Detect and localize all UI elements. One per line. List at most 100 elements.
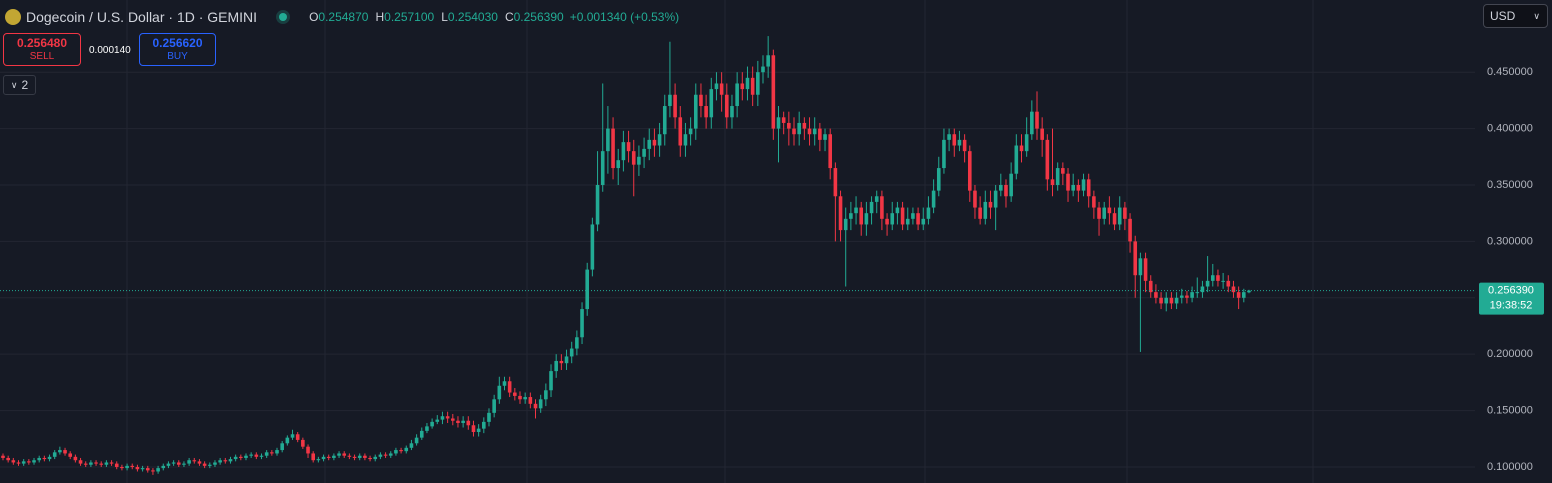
candle-body [368,457,372,460]
candle-body [414,437,419,444]
candle-body [1195,292,1200,294]
candle-body [895,207,900,214]
candle-body [326,456,331,458]
candle-body [476,428,481,433]
currency-select[interactable]: USD ∨ [1483,4,1548,28]
candle-body [16,462,21,464]
candle-body [192,460,197,462]
candle-body [590,224,595,270]
candle-body [1,455,5,458]
candle-body [42,457,47,460]
candle-body [647,139,652,149]
candle-body [1200,286,1205,293]
candle-body [926,207,931,219]
candle-body [662,106,667,135]
candle-body [838,196,843,231]
candle-body [1071,184,1075,191]
ohlc-key: L [441,10,448,24]
sell-button[interactable]: 0.256480 SELL [3,33,81,66]
candle-body [492,399,496,413]
candle-body [482,421,486,429]
candle-body [347,455,352,457]
candle-body [1019,145,1024,152]
candle-body [936,168,941,191]
candle-body [130,465,135,467]
market-status [279,13,288,21]
candle-body [197,461,202,464]
candle-body [399,450,403,452]
candle-body [404,447,409,452]
indicators-toggle[interactable]: ∨ 2 [3,75,36,95]
candle-body [849,213,853,219]
candle-body [244,455,248,458]
currency: USD [1490,9,1516,23]
candle-body [383,454,388,456]
spread: 0.000140 [89,45,131,56]
candle-body [668,94,672,107]
candle-body [952,134,957,146]
candle-body [730,106,734,118]
candle-body [166,463,171,466]
candle-body [461,420,465,423]
candle-body [388,453,393,456]
candle-body [507,381,512,393]
candle-body [756,72,760,95]
candle-body [435,419,440,422]
y-tick-label: 0.100000 [1487,461,1533,473]
candle-body [1138,258,1143,276]
candle-body [6,457,10,461]
buy-button[interactable]: 0.256620 BUY [139,33,216,66]
candle-body [378,454,383,457]
y-tick-label: 0.350000 [1487,179,1533,191]
candle-body [502,381,507,386]
candle-body [900,207,905,225]
candle-body [750,77,755,95]
candle-body [766,55,770,67]
candle-body [693,94,698,129]
candle-body [32,460,36,463]
candle-body [1159,297,1163,304]
candle-body [1061,168,1065,174]
candle-body [1154,292,1158,298]
candle-body [911,213,915,219]
ohlc-value: 0.257100 [384,10,435,24]
candle-body [285,437,290,444]
candle-body [430,421,434,427]
candle-body [394,450,398,454]
sell-label: SELL [29,50,55,62]
candle-body [611,128,615,169]
buy-label: BUY [167,50,188,62]
candle-body [280,443,284,451]
candle-body [709,89,714,118]
candle-body [1210,275,1215,281]
candle-body [78,460,83,464]
countdown: 19:38:52 [1490,299,1533,311]
candle-body [321,456,326,460]
candle-body [1185,295,1189,298]
ohlc-key: C [504,10,514,24]
candle-body [518,395,522,400]
candle-body [337,453,341,456]
candle-body [973,190,977,208]
candle-body [745,77,750,90]
symbol[interactable]: Dogecoin / U.S. Dollar · 1D · GEMINI [26,9,258,25]
ohlc-key: H [375,10,385,24]
candle-body [1035,111,1039,129]
candle-body [1097,207,1101,219]
sell-price: 0.256480 [16,35,68,50]
candle-body [544,390,548,400]
candle-body [1133,241,1138,276]
candle-body [890,213,895,225]
candle-body [1143,258,1148,281]
candle-body [497,385,502,400]
candle-body [1190,292,1194,298]
candle-body [1107,207,1112,214]
candle-body [642,148,646,157]
candle-body [549,371,553,391]
candle-body [239,456,243,458]
candle-body [1009,173,1013,197]
candle-body [585,269,590,310]
candle-body [797,122,801,135]
ohlc-value: 0.256390 [513,10,564,24]
